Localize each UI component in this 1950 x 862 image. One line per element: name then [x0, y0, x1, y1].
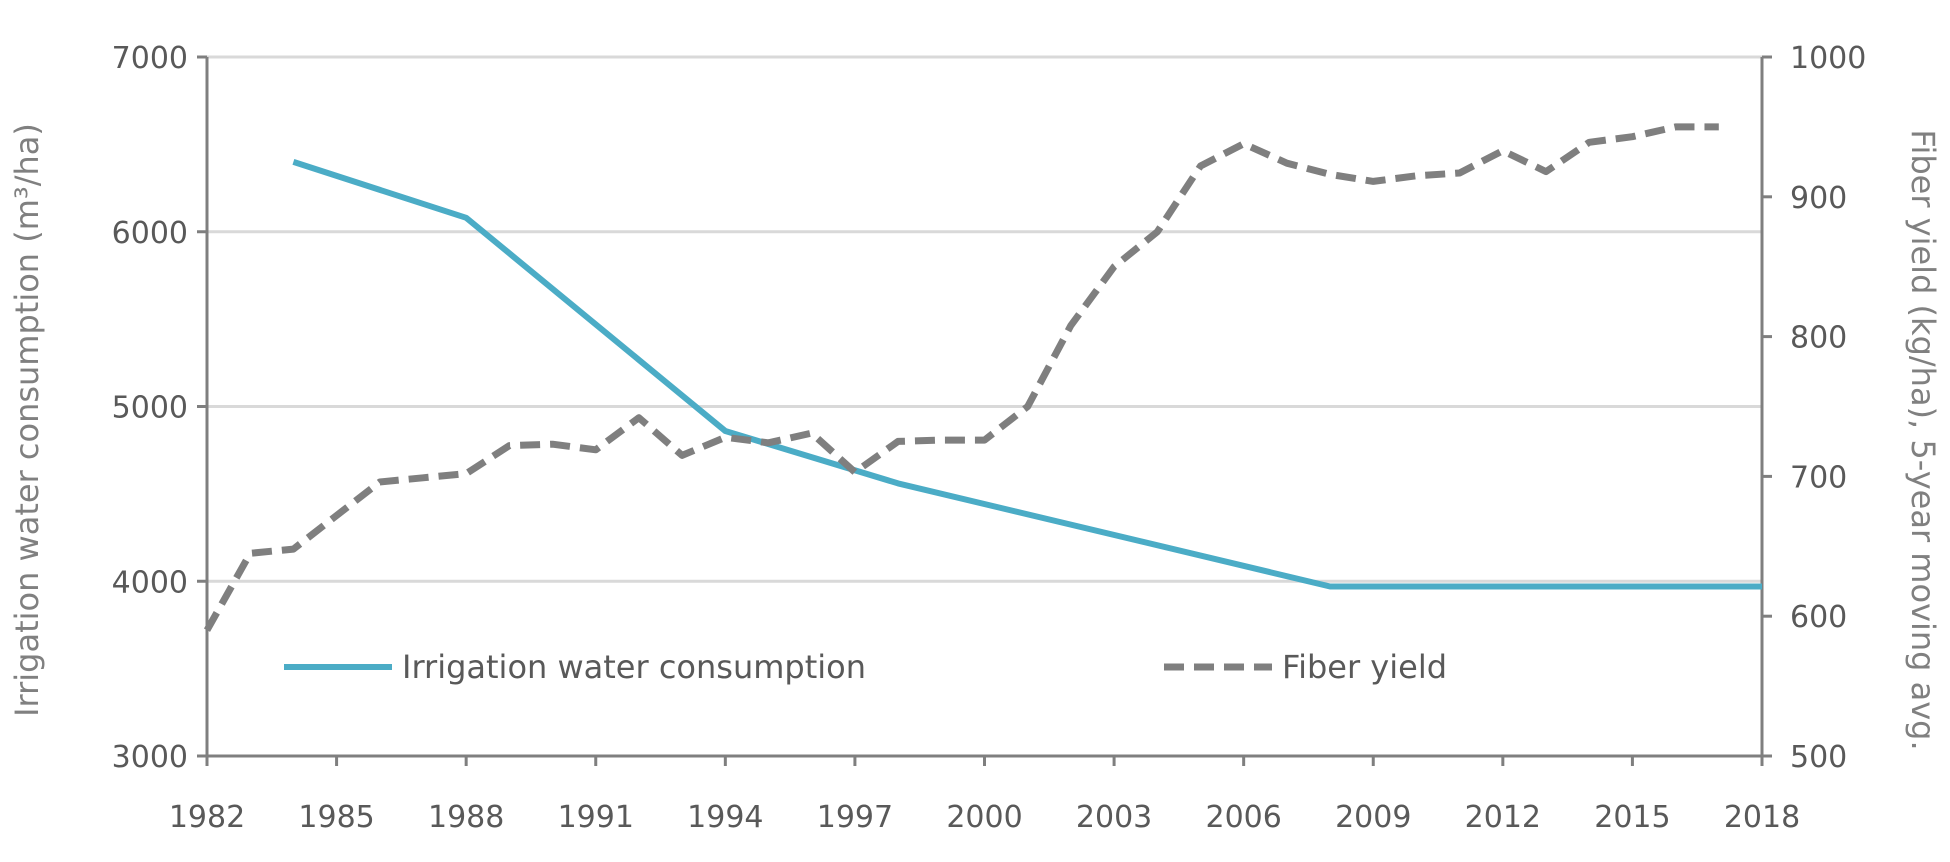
x-tick-label: 1991: [558, 800, 634, 835]
x-tick-label: 1982: [169, 800, 245, 835]
y2-tick-label: 600: [1790, 600, 1847, 635]
y2-tick-label: 1000: [1790, 41, 1866, 76]
x-tick-label: 1994: [687, 800, 763, 835]
x-tick-label: 2006: [1205, 800, 1281, 835]
tick-labels: 1982 1985 1988 1991 1994 1997 2000 2003 2006 2009…: [112, 41, 1867, 835]
y2-tick-label: 700: [1790, 460, 1847, 495]
x-tick-label: 2009: [1335, 800, 1411, 835]
y2-tick-label: 800: [1790, 321, 1847, 356]
x-tick-label: 2018: [1724, 800, 1800, 835]
x-tick-label: 1985: [298, 800, 374, 835]
y2-tick-label: 900: [1790, 181, 1847, 216]
x-tick-label: 2000: [946, 800, 1022, 835]
gridlines: [207, 55, 1762, 583]
x-tick-label: 2003: [1076, 800, 1152, 835]
series-layer: [203, 123, 1762, 632]
legend-label-irrigation: Irrigation water consumption: [402, 648, 866, 686]
y2-tick-label: 500: [1790, 740, 1847, 775]
x-tick-label: 1997: [817, 800, 893, 835]
x-tick-label: 2012: [1465, 800, 1541, 835]
legend: Irrigation water consumption Fiber yield: [284, 648, 1447, 686]
y-tick-label: 3000: [112, 740, 188, 775]
series-line-irrigation: [292, 159, 1762, 590]
y-tick-label: 4000: [112, 565, 188, 600]
y-tick-label: 5000: [112, 391, 188, 426]
x-tick-label: 2015: [1594, 800, 1670, 835]
y-tick-label: 7000: [112, 41, 188, 76]
axes: [197, 55, 1772, 766]
y-tick-label: 6000: [112, 216, 188, 251]
y2-axis-title: Fiber yield (kg/ha), 5-year moving avg.: [1904, 129, 1942, 750]
legend-label-fiber-yield: Fiber yield: [1282, 648, 1447, 686]
series-line-fiber-yield: [203, 123, 1719, 632]
y-axis-title: Irrigation water consumption (m³/ha): [8, 123, 46, 717]
x-tick-label: 1988: [428, 800, 504, 835]
